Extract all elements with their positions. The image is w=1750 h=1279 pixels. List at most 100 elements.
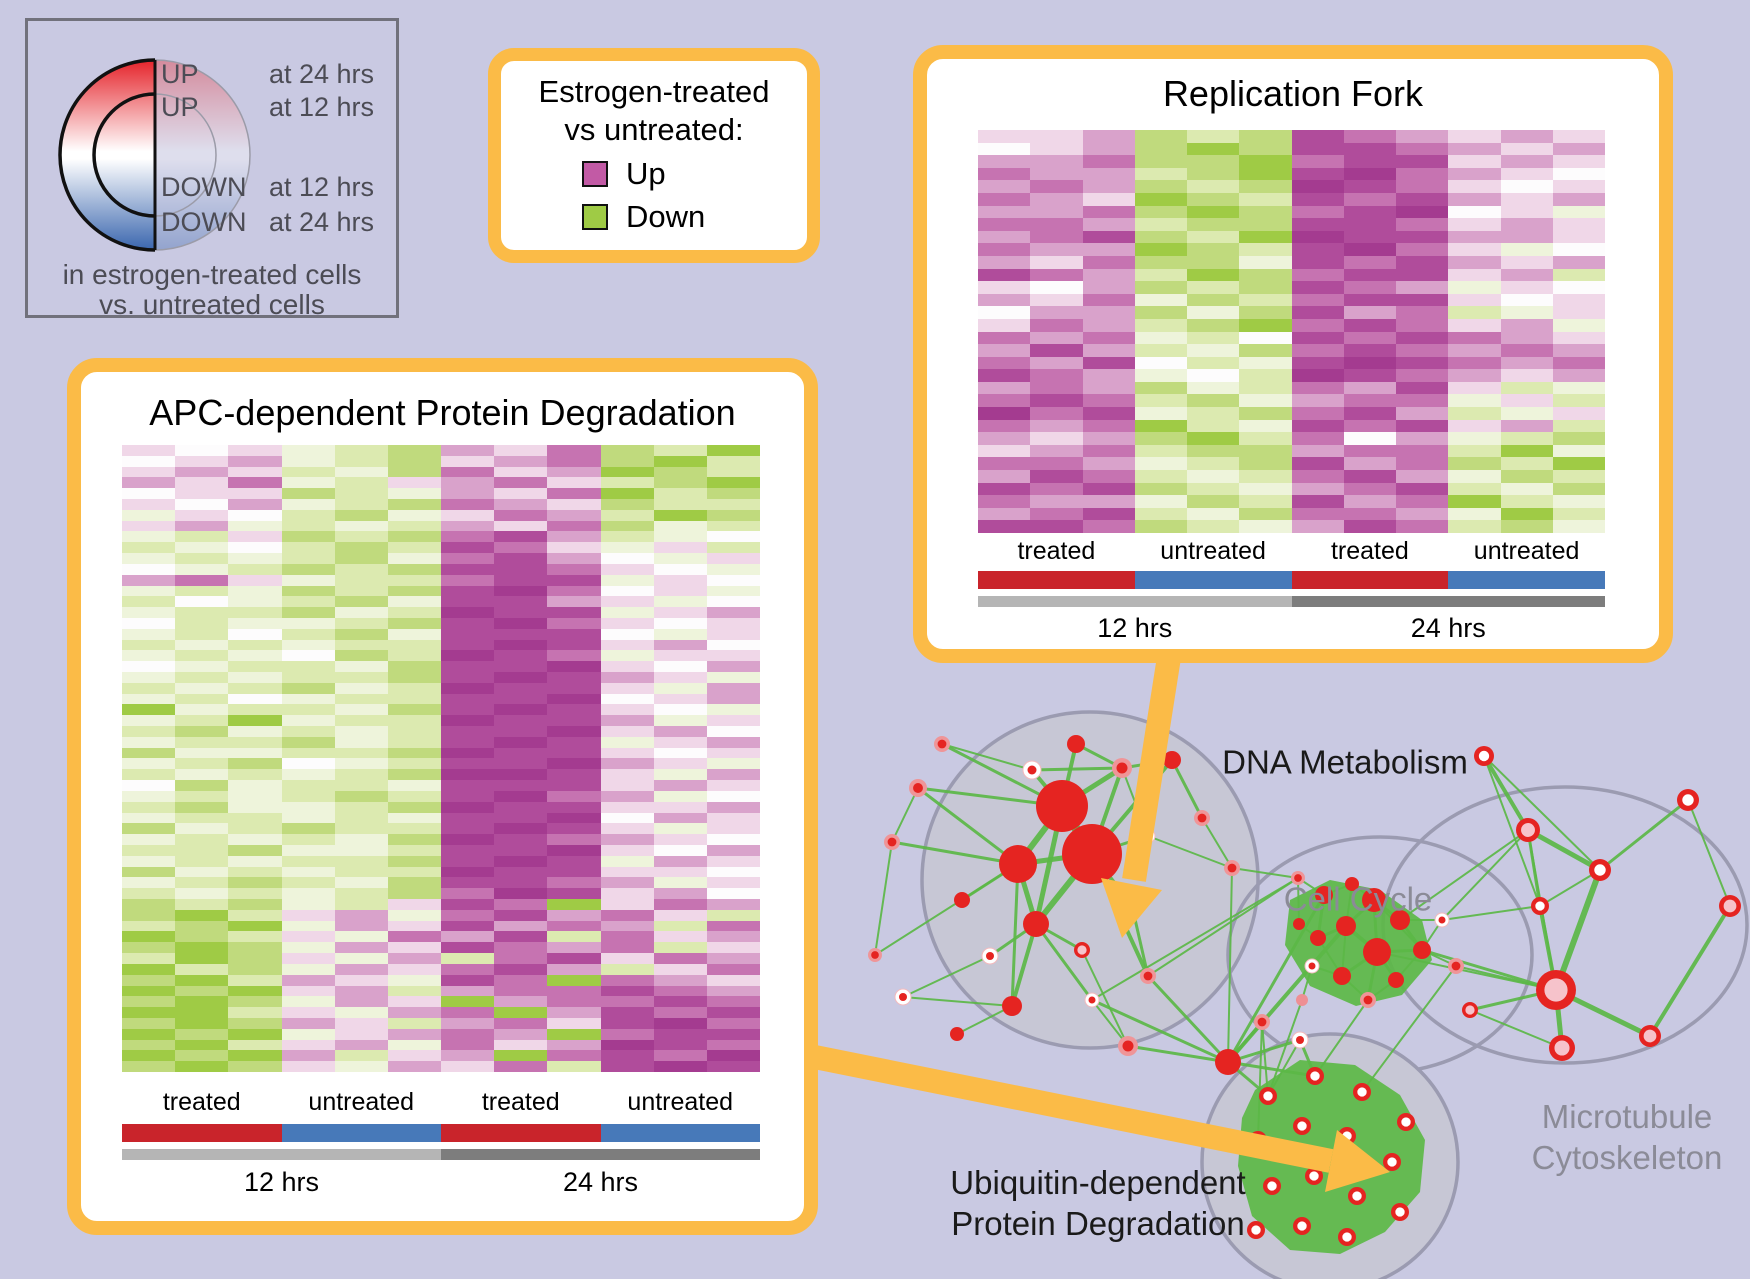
heatmap-cell [1134, 142, 1187, 156]
heatmap-cell [175, 1028, 229, 1040]
heatmap-cell [653, 596, 707, 608]
heatmap-cell [600, 844, 654, 856]
heatmap-cell [547, 574, 601, 586]
heatmap-cell [281, 499, 335, 510]
time12-bar [978, 596, 1292, 607]
network-edge [956, 1005, 1013, 1035]
network-node-core [986, 952, 994, 960]
heatmap-cell [494, 812, 548, 824]
heatmap-cell [334, 488, 388, 500]
heatmap-cell [978, 218, 1031, 231]
heatmap-cell [281, 801, 335, 813]
heatmap-cell [494, 844, 548, 856]
heatmap-cell [653, 520, 707, 532]
heatmap-cell [122, 758, 176, 770]
heatmap-cell [1030, 155, 1083, 168]
heatmap-cell [494, 1028, 548, 1040]
heatmap-cell [387, 974, 441, 986]
heatmap-cell [1134, 205, 1187, 219]
network-node-core [1143, 971, 1153, 981]
heatmap-cell [122, 693, 176, 705]
network-node [1002, 996, 1022, 1016]
network-node [954, 892, 970, 908]
heatmap-cell [281, 715, 335, 727]
heatmap-cell [547, 985, 601, 997]
heatmap-cell [653, 996, 707, 1008]
heatmap-cell [1134, 306, 1187, 319]
heatmap-cell [1448, 470, 1501, 483]
heatmap-cell [706, 542, 760, 554]
treated-bar [441, 1124, 601, 1142]
heatmap-cell [1239, 268, 1292, 282]
heatmap-cell [281, 790, 335, 802]
heatmap-cell [653, 585, 707, 597]
heatmap-cell [547, 617, 601, 629]
heatmap-cell [494, 672, 548, 683]
heatmap-cell [1291, 381, 1344, 395]
heatmap-cell [175, 769, 229, 781]
heatmap-cell [334, 499, 388, 510]
heatmap-cell [706, 672, 760, 683]
heatmap-cell [1239, 482, 1292, 496]
cluster-label-line2: Protein Degradation [951, 1205, 1245, 1242]
heatmap-cell [600, 931, 654, 943]
heatmap-cell [547, 844, 601, 856]
heatmap-cell [494, 931, 548, 943]
heatmap-cell [547, 693, 601, 705]
heatmap-cell [1396, 142, 1449, 156]
heatmap-cell [1239, 130, 1292, 143]
network-edge [1553, 867, 1603, 993]
heatmap-cell [653, 801, 707, 813]
heatmap-cell [600, 596, 654, 608]
heatmap-cell [1500, 243, 1553, 256]
heatmap-cell [653, 617, 707, 629]
heatmap-cell [122, 855, 176, 867]
heatmap-cell [1448, 381, 1501, 395]
heatmap-cell [706, 963, 760, 975]
network-edge [902, 996, 1013, 1007]
heatmap-cell [228, 574, 282, 586]
heatmap-cell [122, 812, 176, 824]
heatmap-cell [441, 1007, 495, 1018]
heatmap-cell [494, 704, 548, 716]
heatmap-cell [600, 488, 654, 500]
heatmap-cell [175, 920, 229, 932]
heatmap-cell [1082, 520, 1135, 533]
heatmap-cell [334, 466, 388, 478]
heatmap-cell [387, 855, 441, 867]
heatmap-cell [122, 466, 176, 478]
heatmap-cell [600, 769, 654, 781]
heatmap-cell [1448, 268, 1501, 282]
heatmap-cell [1448, 344, 1501, 357]
heatmap-cell [547, 747, 601, 759]
heatmap-cell [387, 801, 441, 813]
heatmap-cell [1291, 482, 1344, 496]
network-node [1345, 877, 1359, 891]
time-labels: 12 hrs 24 hrs [243, 1167, 639, 1197]
heatmap-cell [600, 445, 654, 456]
heatmap-cell [228, 531, 282, 543]
network-node-center [1395, 1207, 1405, 1217]
heatmap-cell [175, 661, 229, 673]
condition-labels: treated untreated treated untreated [1017, 537, 1580, 565]
heatmap-cell [122, 499, 176, 510]
heatmap-cell [228, 1028, 282, 1040]
network-edge [1598, 798, 1690, 872]
heatmap-cell [1500, 142, 1553, 156]
network-node [1296, 994, 1308, 1006]
heatmap-cell [547, 542, 601, 554]
heatmap-cell [175, 801, 229, 813]
heatmap-cell [600, 617, 654, 629]
heatmap-cell [281, 942, 335, 954]
heatmap-cell [653, 899, 707, 910]
heatmap-cell [1291, 344, 1344, 357]
network-edge [1201, 817, 1233, 869]
heatmap-cell [547, 628, 601, 640]
heatmap-cell [334, 812, 388, 824]
network-node-core [1088, 996, 1096, 1004]
heatmap-cell [281, 1007, 335, 1018]
heatmap-cell [281, 563, 335, 575]
heatmap-cell [600, 1061, 654, 1072]
heatmap-cell [441, 693, 495, 705]
heatmap-cell [978, 520, 1031, 533]
